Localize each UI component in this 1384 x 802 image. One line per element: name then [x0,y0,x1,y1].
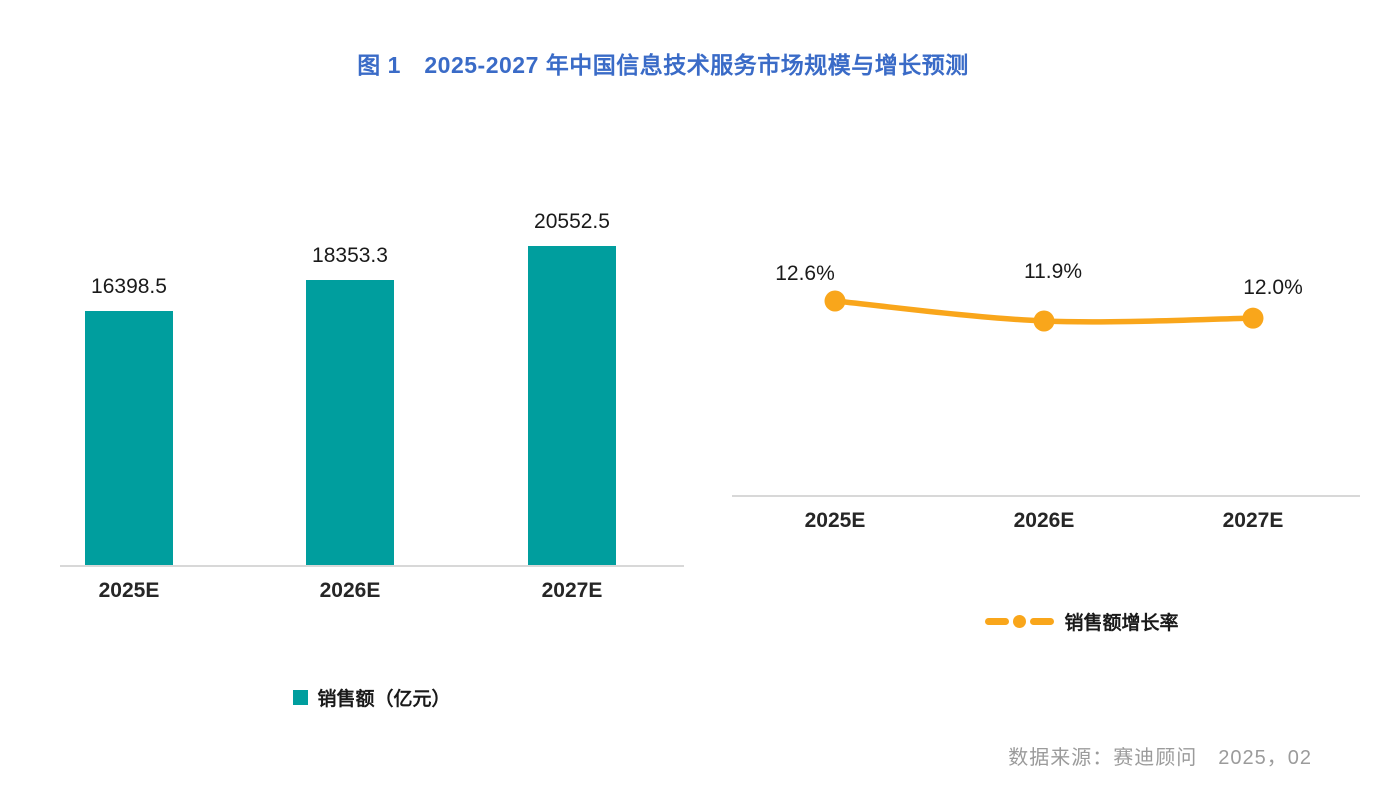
bar-chart-x-labels: 2025E 2026E 2027E [60,579,684,609]
line-x-label-2025E: 2025E [804,509,866,532]
bar-value-label-2027E: 20552.5 [534,210,610,233]
bar-2026E [306,280,394,566]
line-x-label-2026E: 2026E [1013,509,1075,532]
bar-legend-swatch-icon [293,690,309,705]
bar-x-label-2027E: 2027E [541,579,603,602]
line-value-label-2026E: 11.9% [1024,260,1082,283]
bar-value-label-2025E: 16398.5 [91,274,167,298]
line-marker-2027E [1242,307,1264,329]
bar-chart-x-axis-line [60,565,684,567]
line-value-label-2025E: 12.6% [775,262,835,285]
bar-chart-legend: 销售额（亿元） [60,684,684,711]
line-marker-2026E [1033,310,1055,332]
bar-2027E [528,246,616,566]
bar-value-label-2026E: 18353.3 [312,244,388,268]
line-value-label-2027E: 12.0% [1243,276,1303,299]
bar-2025E [85,310,173,566]
line-x-label-2027E: 2027E [1222,509,1284,532]
bar-x-label-2026E: 2026E [319,579,381,602]
line-marker-2025E [824,290,846,312]
line-legend-marker-icon [985,615,1055,628]
line-chart-x-labels: 2025E 2026E 2027E [732,509,1360,539]
bar-legend-label: 销售额（亿元） [317,689,451,710]
bar-chart-plot: 16398.5 18353.3 20552.5 [60,200,684,566]
bar-x-label-2025E: 2025E [98,579,160,602]
data-source-note: 数据来源：赛迪顾问 2025，02 [1008,747,1312,769]
line-chart-legend: 销售额增长率 [768,608,1384,635]
line-chart-svg [732,290,1360,497]
line-legend-label: 销售额增长率 [1064,613,1179,634]
figure-title: 图 1 2025-2027 年中国信息技术服务市场规模与增长预测 [357,52,969,78]
